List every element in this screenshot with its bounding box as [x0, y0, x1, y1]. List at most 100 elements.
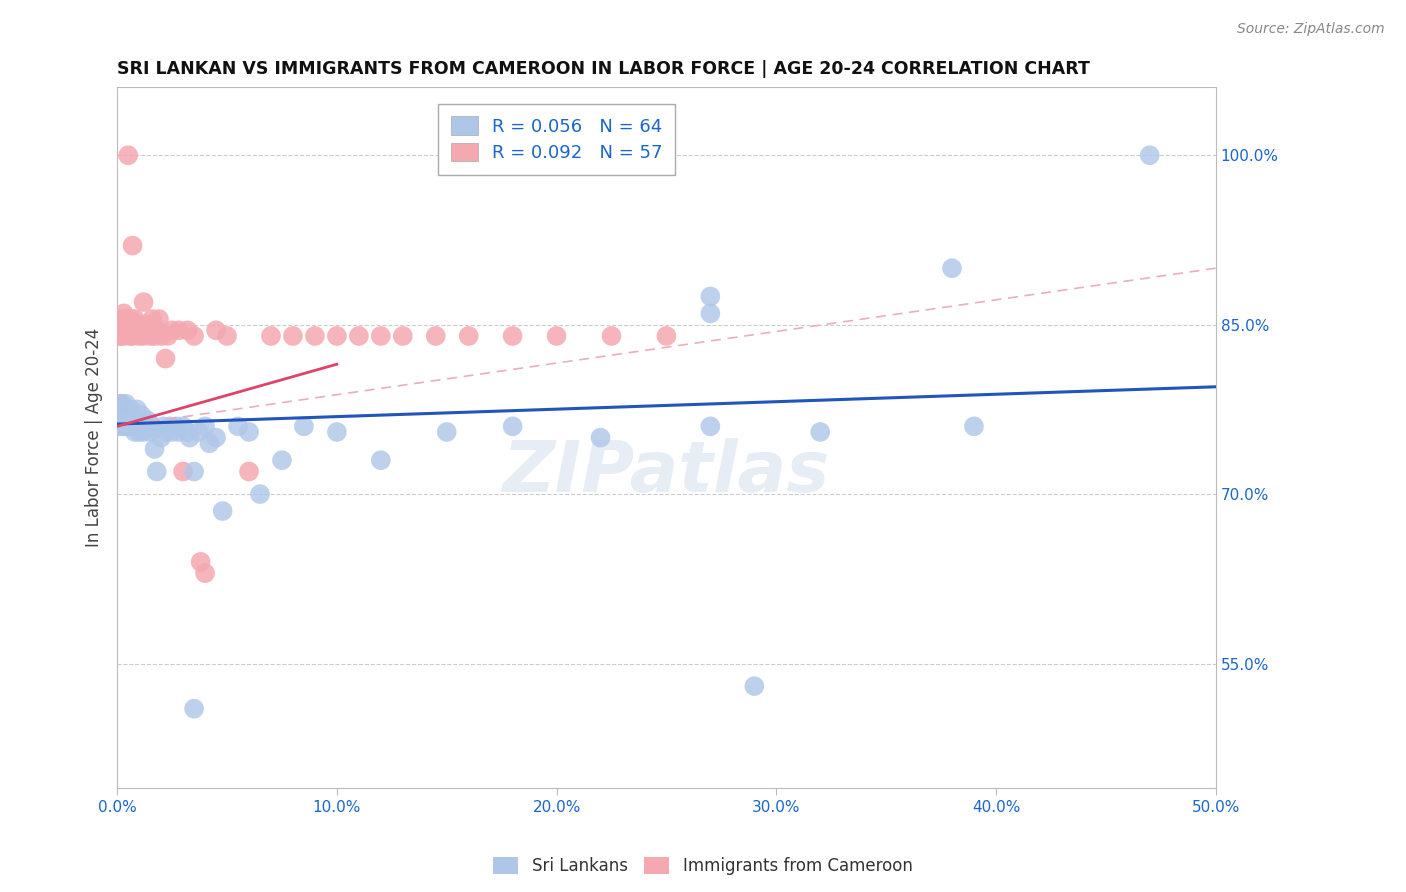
Point — [115, 323, 138, 337]
Point — [110, 414, 132, 428]
Point — [176, 323, 198, 337]
Point — [115, 402, 138, 417]
Point — [132, 329, 155, 343]
Point — [121, 329, 143, 343]
Point — [124, 425, 146, 439]
Point — [326, 329, 349, 343]
Point — [121, 419, 143, 434]
Point — [108, 419, 131, 434]
Point — [136, 318, 159, 332]
Point — [391, 329, 413, 343]
Text: ZIPatlas: ZIPatlas — [503, 438, 830, 508]
Point — [699, 419, 721, 434]
Point — [589, 431, 612, 445]
Point — [108, 402, 131, 417]
Point — [159, 419, 181, 434]
Point — [160, 323, 183, 337]
Point — [131, 323, 153, 337]
Point — [110, 318, 132, 332]
Point — [425, 329, 447, 343]
Point — [120, 419, 142, 434]
Point — [148, 312, 170, 326]
Point — [121, 318, 143, 332]
Point — [136, 414, 159, 428]
Point — [187, 425, 209, 439]
Point — [132, 425, 155, 439]
Point — [156, 329, 179, 343]
Point — [179, 431, 201, 445]
Point — [166, 419, 188, 434]
Point — [117, 402, 139, 417]
Point — [742, 679, 765, 693]
Point — [124, 414, 146, 428]
Point — [141, 419, 163, 434]
Point — [112, 329, 135, 343]
Point — [110, 329, 132, 343]
Point — [143, 442, 166, 456]
Point — [145, 465, 167, 479]
Point — [155, 425, 177, 439]
Point — [131, 408, 153, 422]
Point — [205, 323, 228, 337]
Y-axis label: In Labor Force | Age 20-24: In Labor Force | Age 20-24 — [86, 328, 103, 548]
Point — [124, 312, 146, 326]
Point — [436, 425, 458, 439]
Point — [117, 419, 139, 434]
Point — [152, 419, 174, 434]
Point — [292, 419, 315, 434]
Point — [128, 425, 150, 439]
Point — [112, 402, 135, 417]
Point — [198, 436, 221, 450]
Point — [249, 487, 271, 501]
Point — [150, 329, 173, 343]
Text: Source: ZipAtlas.com: Source: ZipAtlas.com — [1237, 22, 1385, 37]
Point — [120, 329, 142, 343]
Point — [226, 419, 249, 434]
Point — [167, 425, 190, 439]
Point — [238, 425, 260, 439]
Point — [115, 419, 138, 434]
Point — [110, 408, 132, 422]
Point — [124, 323, 146, 337]
Point — [194, 419, 217, 434]
Point — [941, 261, 963, 276]
Point — [120, 312, 142, 326]
Point — [600, 329, 623, 343]
Point — [128, 318, 150, 332]
Point — [112, 318, 135, 332]
Point — [238, 465, 260, 479]
Point — [260, 329, 283, 343]
Point — [125, 419, 148, 434]
Point — [121, 238, 143, 252]
Point — [125, 323, 148, 337]
Point — [370, 329, 392, 343]
Point — [115, 312, 138, 326]
Point — [304, 329, 326, 343]
Point — [131, 419, 153, 434]
Point — [183, 329, 205, 343]
Point — [502, 329, 524, 343]
Point — [108, 408, 131, 422]
Point — [150, 431, 173, 445]
Point — [128, 329, 150, 343]
Point — [215, 329, 238, 343]
Point — [121, 408, 143, 422]
Point — [167, 323, 190, 337]
Point — [128, 414, 150, 428]
Point — [326, 425, 349, 439]
Point — [655, 329, 678, 343]
Point — [160, 425, 183, 439]
Point — [347, 329, 370, 343]
Point — [183, 465, 205, 479]
Point — [176, 425, 198, 439]
Point — [110, 312, 132, 326]
Point — [457, 329, 479, 343]
Point — [132, 295, 155, 310]
Point — [108, 329, 131, 343]
Point — [125, 402, 148, 417]
Point — [172, 419, 194, 434]
Point — [135, 323, 157, 337]
Point — [172, 465, 194, 479]
Point — [117, 148, 139, 162]
Point — [808, 425, 831, 439]
